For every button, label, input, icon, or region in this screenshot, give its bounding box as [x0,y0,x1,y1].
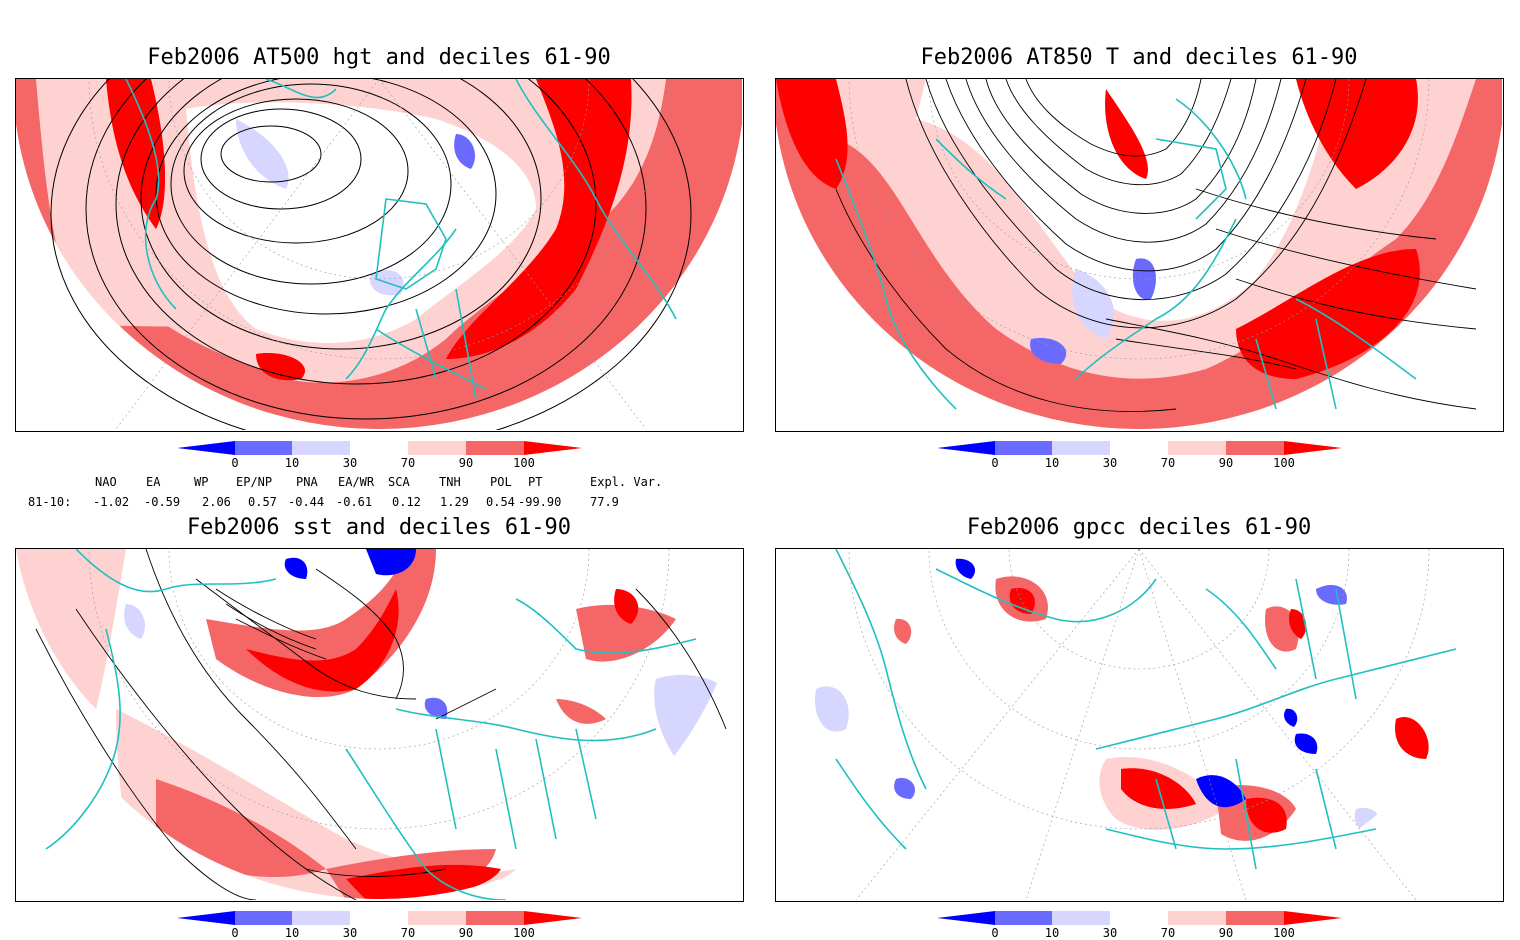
colorbar-tick-label: 100 [1273,456,1295,470]
colorbar-tick-label: 90 [1218,456,1234,470]
idx-v-2: 2.06 [202,495,231,509]
idx-v-6: 0.12 [392,495,421,509]
idx-v-7: 1.29 [440,495,469,509]
colorbar-tick-label: 70 [400,926,416,940]
colorbar-tick-label: 10 [1044,926,1060,940]
colorbar-tick-label: 90 [1218,926,1234,940]
colorbar-tick-label: 30 [342,456,358,470]
colorbar-segment [995,441,1052,455]
panel-1-title: Feb2006 AT500 hgt and deciles 61-90 [147,45,611,70]
colorbar-segment [1284,911,1342,925]
colorbar-tick-label: 0 [991,926,999,940]
colorbar-segment [1168,441,1226,455]
idx-h-1: EA [146,475,161,489]
colorbar-tick-label: 10 [284,926,300,940]
colorbar-segment [937,911,995,925]
panel-4-title: Feb2006 gpcc deciles 61-90 [966,515,1312,540]
colorbar-segment [1110,441,1168,455]
colorbar-tick-label: 100 [513,926,535,940]
colorbar-tick-label: 70 [400,456,416,470]
idx-h-8: POL [490,475,512,489]
colorbar-tick-label: 30 [1102,926,1118,940]
panel-1-map [15,78,744,432]
colorbar-segment [1052,441,1110,455]
colorbar-3 [175,910,585,926]
colorbar-4 [935,910,1345,926]
idx-h-10: Expl. Var. [590,475,663,489]
colorbar-segment [1284,441,1342,455]
idx-h-6: SCA [388,475,410,489]
colorbar-segment [1110,911,1168,925]
panel-3-map [15,548,744,902]
colorbar-segment [524,911,582,925]
panel-2-map [775,78,1504,432]
idx-v-0: -1.02 [93,495,130,509]
colorbar-tick-label: 30 [342,926,358,940]
idx-h-0: NAO [95,475,117,489]
colorbar-tick-label: 100 [513,456,535,470]
index-table: NAO EA WP EP/NP PNA EA/WR SCA TNH POL PT… [0,475,700,511]
colorbar-segment [408,441,466,455]
idx-v-9: -99.90 [518,495,562,509]
idx-h-7: TNH [439,475,461,489]
colorbar-segment [466,441,524,455]
idx-h-9: PT [528,475,543,489]
idx-v-5: -0.61 [336,495,373,509]
colorbar-segment [937,441,995,455]
colorbar-tick-label: 0 [231,926,239,940]
colorbar-tick-label: 10 [1044,456,1060,470]
colorbar-tick-label: 90 [458,926,474,940]
colorbar-tick-label: 70 [1160,926,1176,940]
panel-3-title: Feb2006 sst and deciles 61-90 [186,515,572,540]
idx-h-2: WP [194,475,209,489]
colorbar-tick-label: 100 [1273,926,1295,940]
idx-v-10: 77.9 [590,495,619,509]
colorbar-segment [292,911,350,925]
colorbar-segment [235,911,292,925]
colorbar-segment [466,911,524,925]
idx-row-label: 81-10: [28,495,72,509]
idx-v-8: 0.54 [486,495,515,509]
colorbar-2-ticks: 0 10 30 70 90 100 [935,456,1345,472]
colorbar-segment [292,441,350,455]
idx-h-5: EA/WR [338,475,375,489]
panel-2-title: Feb2006 AT850 T and deciles 61-90 [920,45,1358,70]
colorbar-4-ticks: 0 10 30 70 90 100 [935,926,1345,940]
colorbar-tick-label: 90 [458,456,474,470]
colorbar-1 [175,440,585,456]
colorbar-3-ticks: 0 10 30 70 90 100 [175,926,585,940]
colorbar-tick-label: 0 [991,456,999,470]
colorbar-tick-label: 10 [284,456,300,470]
idx-v-4: -0.44 [288,495,325,509]
idx-v-3: 0.57 [248,495,277,509]
colorbar-segment [177,911,235,925]
colorbar-segment [408,911,466,925]
colorbar-segment [1052,911,1110,925]
colorbar-segment [350,441,408,455]
idx-h-3: EP/NP [236,475,273,489]
colorbar-segment [350,911,408,925]
colorbar-segment [235,441,292,455]
colorbar-1-ticks: 0 10 30 70 90 100 [175,456,585,472]
colorbar-tick-label: 0 [231,456,239,470]
colorbar-segment [995,911,1052,925]
idx-v-1: -0.59 [144,495,181,509]
colorbar-segment [524,441,582,455]
colorbar-tick-label: 70 [1160,456,1176,470]
colorbar-segment [1226,911,1284,925]
colorbar-2 [935,440,1345,456]
colorbar-segment [177,441,235,455]
colorbar-tick-label: 30 [1102,456,1118,470]
colorbar-segment [1168,911,1226,925]
panel-4-map [775,548,1504,902]
colorbar-segment [1226,441,1284,455]
idx-h-4: PNA [296,475,318,489]
